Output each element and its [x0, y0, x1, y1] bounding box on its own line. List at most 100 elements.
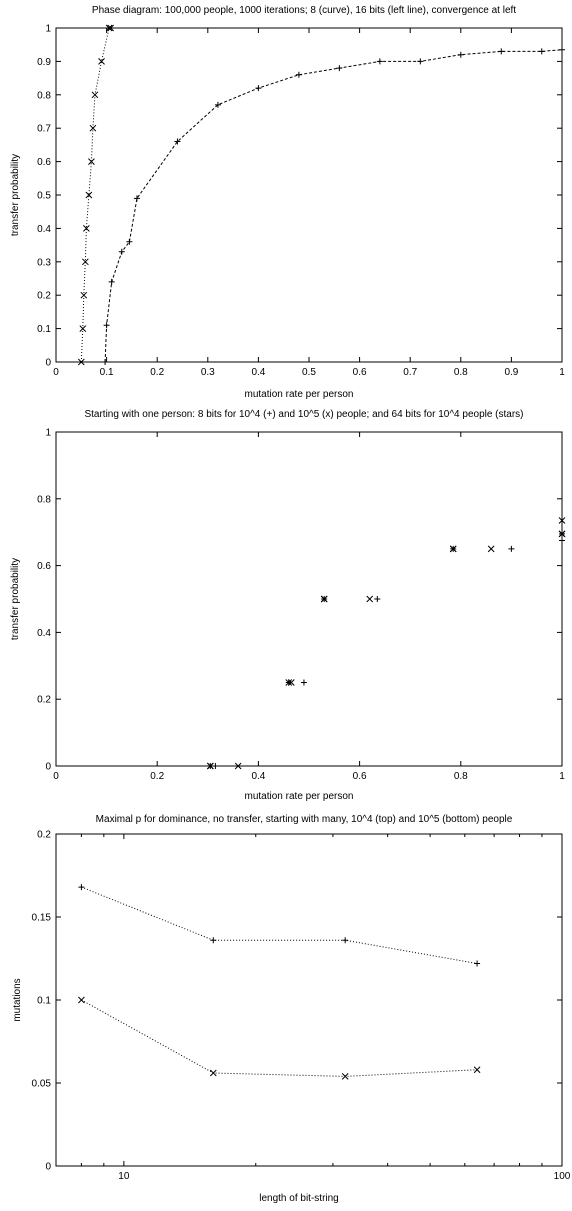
data-point — [487, 545, 495, 553]
x-axis-label: mutation rate per person — [245, 389, 354, 400]
data-point — [78, 996, 85, 1004]
data-point — [558, 517, 566, 524]
y-tick-label: 0.5 — [37, 191, 51, 202]
chart-phase-diagram: Phase diagram: 100,000 people, 1000 iter… — [10, 5, 565, 400]
series-1 — [77, 24, 115, 366]
y-tick-label: 0.1 — [37, 324, 51, 335]
data-point — [449, 545, 457, 553]
data-point — [417, 58, 424, 65]
data-point — [508, 545, 515, 552]
y-tick-label: 0.9 — [37, 57, 51, 68]
plot-frame — [55, 431, 563, 767]
data-point — [83, 225, 90, 232]
x-tick-label: 0.2 — [150, 771, 164, 782]
data-point — [366, 595, 374, 603]
y-tick-label: 0.8 — [37, 494, 51, 505]
y-tick-label: 0.3 — [37, 257, 51, 268]
series-1 — [206, 517, 566, 770]
data-point — [559, 46, 565, 53]
y-tick-label: 0.2 — [37, 830, 51, 841]
y-tick-label: 0.2 — [37, 695, 51, 706]
data-point — [107, 24, 115, 32]
data-point — [174, 138, 181, 145]
chart-title: Phase diagram: 100,000 people, 1000 iter… — [92, 5, 516, 16]
series-2 — [206, 530, 566, 770]
data-point — [374, 596, 381, 602]
data-point — [85, 191, 93, 199]
data-point — [457, 51, 464, 58]
x-tick-label: 0 — [53, 367, 59, 378]
data-point — [103, 322, 110, 329]
series-1 — [78, 996, 481, 1080]
x-tick-label: 0.5 — [302, 367, 316, 378]
x-tick-label: 0.4 — [251, 771, 265, 782]
data-point — [108, 278, 115, 285]
data-point — [342, 937, 349, 944]
chart-starting-with-one-person: Starting with one person: 8 bits for 10^… — [10, 409, 566, 802]
x-tick-label: 0.6 — [353, 771, 367, 782]
data-point — [210, 937, 217, 944]
x-tick-label: 1 — [559, 367, 565, 378]
x-tick-label: 0.2 — [150, 367, 164, 378]
data-point — [77, 358, 85, 366]
x-tick-label: 1 — [559, 771, 565, 782]
x-tick-label: 0.6 — [353, 367, 367, 378]
plot-frame — [55, 833, 563, 1167]
data-point — [78, 884, 85, 891]
y-tick-label: 1 — [45, 24, 51, 35]
data-point — [206, 762, 214, 770]
data-point — [209, 1069, 217, 1077]
x-tick-label: 0.9 — [504, 367, 518, 378]
y-tick-label: 0 — [45, 358, 51, 369]
y-tick-label: 0.2 — [37, 291, 51, 302]
data-point — [79, 325, 87, 332]
data-point — [91, 91, 99, 99]
data-point — [498, 48, 505, 55]
data-point — [234, 762, 242, 770]
chart-maximal-p-for-dominance: Maximal p for dominance, no transfer, st… — [12, 814, 571, 1204]
series-0 — [102, 46, 565, 365]
chart-title: Starting with one person: 8 bits for 10^… — [84, 409, 523, 420]
x-tick-label: 10 — [118, 1171, 130, 1182]
plot-frame — [55, 27, 563, 363]
data-point — [255, 85, 262, 92]
y-tick-label: 0 — [45, 1162, 51, 1173]
data-point — [320, 595, 328, 603]
x-tick-label: 0.7 — [403, 367, 417, 378]
data-point — [336, 65, 343, 72]
data-point — [538, 48, 545, 55]
x-tick-label: 0.3 — [201, 367, 215, 378]
data-point — [214, 101, 221, 108]
y-tick-label: 0.6 — [37, 561, 51, 572]
series-line — [81, 886, 478, 964]
y-tick-label: 1 — [45, 428, 51, 439]
data-point — [474, 960, 481, 967]
data-point — [295, 71, 302, 78]
y-tick-label: 0.15 — [32, 913, 52, 924]
chart-title: Maximal p for dominance, no transfer, st… — [96, 814, 513, 825]
y-tick-label: 0.4 — [37, 224, 51, 235]
y-tick-label: 0.6 — [37, 157, 51, 168]
y-axis-label: transfer probability — [10, 558, 21, 640]
series-line — [81, 999, 478, 1077]
data-point — [341, 1073, 349, 1080]
x-tick-label: 0.8 — [454, 771, 468, 782]
x-tick-label: 0.4 — [251, 367, 265, 378]
y-tick-label: 0.8 — [37, 90, 51, 101]
y-tick-label: 0.7 — [37, 124, 51, 135]
data-point — [102, 359, 109, 365]
data-point — [118, 248, 125, 255]
data-point — [212, 763, 219, 769]
data-point — [133, 195, 140, 202]
y-tick-label: 0.05 — [32, 1079, 52, 1090]
x-axis-label: length of bit-string — [259, 1193, 339, 1204]
data-point — [473, 1066, 481, 1074]
x-tick-label: 0.1 — [100, 367, 114, 378]
data-point — [126, 238, 133, 245]
data-point — [300, 679, 307, 686]
x-tick-label: 100 — [554, 1171, 571, 1182]
y-tick-label: 0.1 — [37, 996, 51, 1007]
data-point — [88, 158, 95, 165]
y-tick-label: 0.4 — [37, 628, 51, 639]
